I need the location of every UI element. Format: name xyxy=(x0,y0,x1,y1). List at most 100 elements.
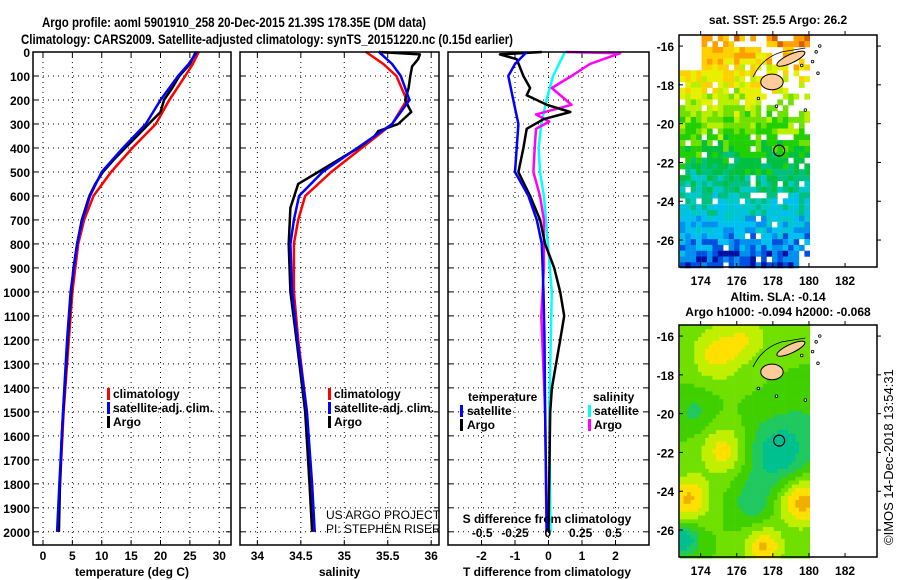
sla-cell xyxy=(799,534,803,540)
sla-cell xyxy=(690,437,695,443)
sla-cell xyxy=(716,542,720,547)
sst-cell xyxy=(696,99,702,106)
sla-cell xyxy=(744,468,749,474)
sla-cell xyxy=(806,542,811,547)
sla-cell xyxy=(698,406,702,412)
sst-cell xyxy=(734,35,740,42)
sla-cell xyxy=(744,437,749,443)
sla-cell xyxy=(795,368,800,373)
sla-cell xyxy=(781,410,785,415)
sla-cell xyxy=(719,395,724,400)
sla-cell xyxy=(759,445,764,450)
sla-cell xyxy=(701,364,706,369)
sst-cell xyxy=(766,122,773,129)
sla-cell xyxy=(777,399,782,404)
sla-cell xyxy=(726,472,731,477)
sla-cell xyxy=(679,375,684,380)
legend-swatch xyxy=(107,402,110,414)
sla-cell xyxy=(705,414,710,419)
sla-cell xyxy=(752,550,756,555)
legend-heading-salinity: salinity xyxy=(593,390,635,404)
sla-cell xyxy=(712,492,717,497)
sla-cell xyxy=(784,329,789,334)
sst-cell xyxy=(766,134,773,141)
sla-cell xyxy=(737,527,742,532)
sla-cell xyxy=(766,453,771,458)
sla-cell xyxy=(781,437,785,443)
sla-cell xyxy=(744,507,749,512)
sla-cell xyxy=(741,465,746,470)
sla-cell xyxy=(741,531,746,536)
sla-cell xyxy=(770,445,774,450)
sla-cell xyxy=(690,472,695,477)
sla-cell xyxy=(683,500,688,505)
sst-cell xyxy=(723,111,729,117)
sla-cell xyxy=(734,426,738,431)
sst-cell xyxy=(793,169,800,176)
sla-cell xyxy=(741,414,746,419)
sla-cell xyxy=(744,340,749,346)
sla-cell xyxy=(770,468,774,474)
sla-cell xyxy=(762,472,767,477)
sla-cell xyxy=(795,375,800,380)
sst-cell xyxy=(744,116,751,123)
sla-cell xyxy=(708,352,713,357)
sla-cell xyxy=(730,379,735,384)
sst-cell xyxy=(788,227,794,234)
sst-cell xyxy=(696,221,702,228)
x-tick-label: 5 xyxy=(69,549,76,563)
sla-cell xyxy=(802,453,807,458)
sla-cell xyxy=(708,465,713,470)
sla-cell xyxy=(752,352,756,357)
sla-cell xyxy=(744,546,749,551)
sla-cell xyxy=(712,500,717,505)
sla-cell xyxy=(784,519,789,524)
sst-cell xyxy=(679,186,686,193)
sla-cell xyxy=(716,414,720,419)
sla-cell xyxy=(683,387,688,392)
sla-cell xyxy=(741,368,746,373)
sla-cell xyxy=(708,538,713,543)
sla-cell xyxy=(788,496,793,501)
sla-cell xyxy=(755,379,760,384)
sst-cell xyxy=(744,47,751,53)
sst-cell xyxy=(679,134,686,141)
sla-cell xyxy=(773,503,778,508)
sla-cell xyxy=(741,434,746,439)
sla-cell xyxy=(806,383,811,388)
sst-cell xyxy=(772,41,778,48)
sla-cell xyxy=(701,449,706,454)
sla-cell xyxy=(752,492,756,497)
sla-cell xyxy=(762,542,767,547)
sla-cell xyxy=(773,488,778,493)
sla-cell xyxy=(730,329,735,334)
argo-position-marker xyxy=(773,434,786,447)
sla-cell xyxy=(806,519,811,524)
sst-cell xyxy=(712,87,718,94)
sla-cell xyxy=(766,445,771,450)
sla-cell xyxy=(802,449,807,454)
sst-cell xyxy=(793,93,800,100)
sla-cell xyxy=(705,406,710,412)
sla-cell xyxy=(701,406,706,412)
sla-cell xyxy=(730,325,735,330)
sst-cell xyxy=(793,186,800,193)
sla-cell xyxy=(748,434,753,439)
sla-cell xyxy=(694,441,699,446)
sla-cell xyxy=(698,542,702,547)
sst-cell xyxy=(685,233,691,240)
sla-cell xyxy=(719,476,724,481)
sla-cell xyxy=(690,434,695,439)
sla-cell xyxy=(737,348,742,353)
sla-cell xyxy=(770,507,774,512)
sst-cell xyxy=(712,244,718,251)
sla-cell xyxy=(712,337,717,342)
sst-cell xyxy=(793,221,800,228)
sla-cell xyxy=(741,383,746,388)
sla-cell xyxy=(791,550,796,555)
sst-cell xyxy=(685,244,691,251)
sst-cell xyxy=(744,87,751,94)
sla-cell xyxy=(784,465,789,470)
sst-cell xyxy=(712,93,718,100)
x-tick-label: 2 xyxy=(612,549,619,563)
